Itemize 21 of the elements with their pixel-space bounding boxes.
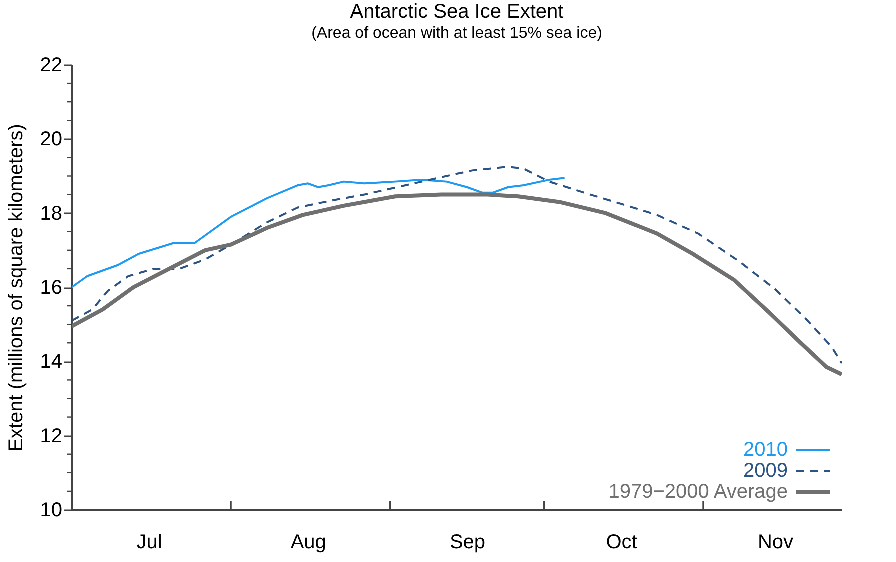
chart-title: Antarctic Sea Ice Extent	[350, 1, 564, 23]
x-tick-label: Sep	[450, 532, 486, 554]
y-tick-label: 20	[40, 128, 62, 151]
x-tick-label: Oct	[606, 532, 638, 554]
y-tick-label: 10	[40, 500, 62, 522]
y-tick-label: 22	[40, 54, 62, 76]
line-series	[72, 192, 842, 377]
legend-label: 2010	[744, 439, 788, 461]
legend-label: 1979−2000 Average	[608, 481, 788, 503]
line-series	[72, 166, 842, 365]
line-series	[72, 177, 566, 288]
x-tick-label: Nov	[758, 532, 794, 554]
y-tick-label: 18	[40, 202, 62, 225]
chart-subtitle: (Area of ocean with at least 15% sea ice)	[312, 25, 602, 42]
legend-label: 2009	[744, 460, 788, 482]
x-tick-label: Jul	[136, 532, 162, 554]
y-axis-title: Extent (millions of square kilometers)	[5, 124, 28, 452]
x-tick-label: Aug	[290, 532, 326, 554]
y-tick-label: 16	[40, 277, 62, 299]
y-tick-label: 12	[40, 425, 62, 448]
y-tick-label: 14	[40, 351, 62, 374]
